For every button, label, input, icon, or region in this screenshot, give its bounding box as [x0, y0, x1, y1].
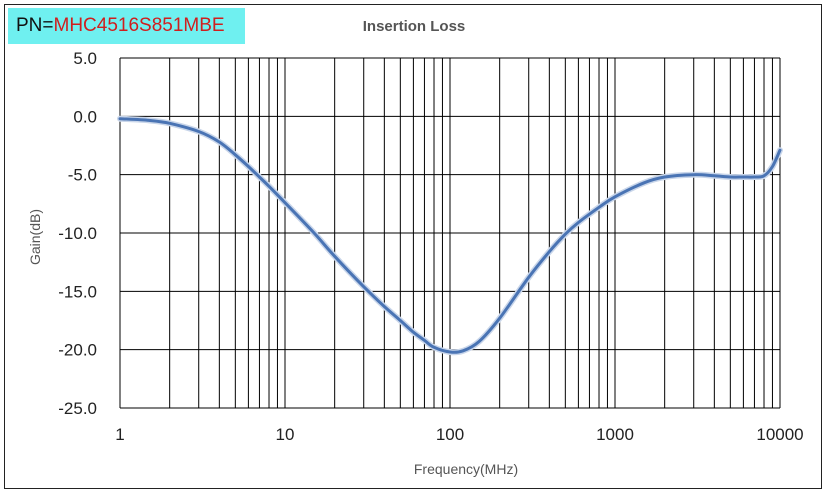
x-tick-label: 10 — [276, 425, 295, 444]
x-axis-label: Frequency(MHz) — [414, 461, 518, 477]
series-layer — [117, 115, 783, 356]
y-axis-label: Gain(dB) — [27, 209, 43, 265]
x-tick-label: 100 — [436, 425, 464, 444]
x-tick-label: 1 — [115, 425, 124, 444]
y-tick-labels: 5.0 0.0 -5.0 -10.0 -15.0 -20.0 -25.0 — [58, 49, 97, 418]
part-number-prefix: PN= — [16, 15, 54, 36]
x-tick-label: 10000 — [756, 425, 803, 444]
y-tick-label: -25.0 — [58, 399, 97, 418]
y-tick-label: 5.0 — [73, 49, 97, 68]
x-tick-label: 1000 — [596, 425, 634, 444]
series-line — [118, 117, 782, 354]
y-tick-label: -5.0 — [68, 166, 97, 185]
y-tick-label: 0.0 — [73, 107, 97, 126]
grid-lines — [119, 57, 781, 409]
x-tick-labels: 1 10 100 1000 10000 — [115, 425, 803, 444]
part-number-value: MHC4516S851MBE — [53, 15, 225, 36]
y-tick-label: -10.0 — [58, 224, 97, 243]
y-tick-label: -15.0 — [58, 282, 97, 301]
y-tick-label: -20.0 — [58, 341, 97, 360]
part-number-label: PN=MHC4516S851MBE — [8, 8, 245, 44]
chart-title: Insertion Loss — [362, 18, 466, 35]
